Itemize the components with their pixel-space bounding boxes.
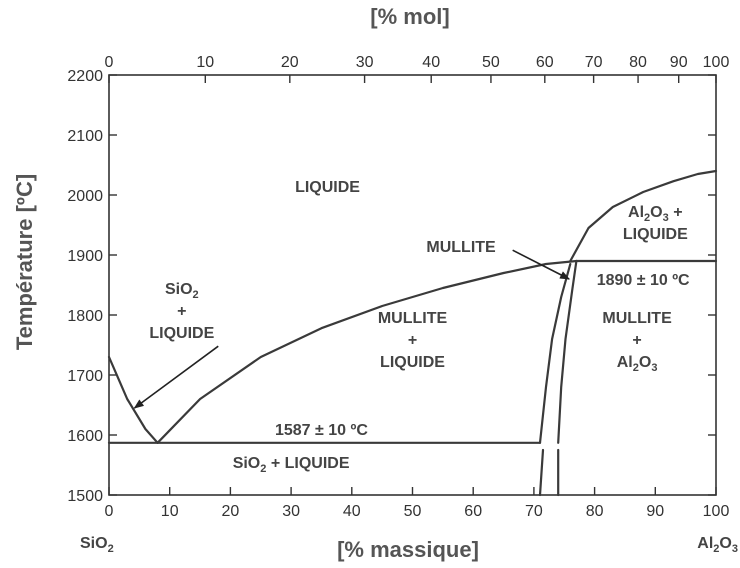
region-label-3: MULLITE + LIQUIDE [378, 310, 448, 371]
x-tick-label-0: 0 [105, 503, 114, 520]
phase-boundary-0 [107, 355, 159, 444]
region-label-7-line-0: 1587 ± 10 ºC [275, 422, 368, 439]
x-tick-label-10: 10 [161, 503, 179, 520]
x2-tick-label-10: 10 [196, 54, 214, 71]
region-label-1-line-0: SiO2 [165, 281, 199, 301]
phase-boundary-5 [538, 262, 572, 444]
region-label-6-line-0: MULLITE [602, 310, 672, 327]
x2-tick-label-30: 30 [356, 54, 374, 71]
annotation-arrow-1 [512, 249, 570, 280]
x-tick-label-20: 20 [222, 503, 240, 520]
x-tick-label-100: 100 [703, 503, 730, 520]
x-tick-label-80: 80 [586, 503, 604, 520]
phase-boundary-7 [538, 448, 545, 497]
x2-tick-label-0: 0 [105, 54, 114, 71]
y-tick-label-2100: 2100 [67, 128, 103, 145]
x2-tick-label-50: 50 [482, 54, 500, 71]
y-tick-label-2200: 2200 [67, 68, 103, 85]
y-tick-label-2000: 2000 [67, 188, 103, 205]
annotation-arrows [133, 249, 570, 409]
region-label-2-line-0: MULLITE [426, 239, 496, 256]
region-label-8-line-0: SiO2 + LIQUIDE [233, 455, 350, 475]
phase-boundary-1 [156, 259, 578, 444]
region-label-4-line-1: LIQUIDE [623, 226, 688, 243]
region-label-0: LIQUIDE [295, 179, 360, 196]
endmember-left: SiO2 [80, 535, 114, 555]
y-axis-title: Température [ºC] [12, 174, 37, 350]
x2-axis-ticks: 0 10 20 30 40 50 60 70 80 90 100 [105, 54, 730, 83]
region-label-3-line-2: LIQUIDE [380, 354, 445, 371]
y-tick-label-1500: 1500 [67, 488, 103, 505]
x2-tick-label-100: 100 [703, 54, 730, 71]
region-label-3-line-1: + [408, 332, 417, 349]
region-label-6: MULLITE + Al2O3 [602, 310, 672, 374]
x-tick-label-70: 70 [525, 503, 543, 520]
region-label-4-line-0: Al2O3 + [628, 204, 683, 224]
x2-tick-label-80: 80 [629, 54, 647, 71]
region-label-5: 1890 ± 10 ºC [597, 272, 690, 289]
region-label-2: MULLITE [426, 239, 496, 256]
region-label-1-line-2: LIQUIDE [149, 325, 214, 342]
y-tick-label-1900: 1900 [67, 248, 103, 265]
x-tick-label-30: 30 [282, 503, 300, 520]
phase-boundary-6 [557, 259, 578, 444]
region-label-0-line-0: LIQUIDE [295, 179, 360, 196]
region-label-6-line-2: Al2O3 [617, 354, 658, 374]
y-tick-label-1800: 1800 [67, 308, 103, 325]
y-tick-label-1700: 1700 [67, 368, 103, 385]
region-label-6-line-1: + [632, 332, 641, 349]
region-label-8: SiO2 + LIQUIDE [233, 455, 350, 475]
region-label-1: SiO2 + LIQUIDE [149, 281, 214, 342]
endmember-labels: SiO2 Al2O3 [80, 535, 738, 555]
x-tick-label-60: 60 [464, 503, 482, 520]
region-label-3-line-0: MULLITE [378, 310, 448, 327]
region-label-4: Al2O3 + LIQUIDE [623, 204, 688, 243]
y-axis-ticks: 1500 1600 1700 1800 1900 2000 2100 2200 [67, 68, 716, 505]
phase-boundary-2 [569, 169, 718, 263]
x2-tick-label-90: 90 [670, 54, 688, 71]
y-tick-label-1600: 1600 [67, 428, 103, 445]
x-tick-label-90: 90 [646, 503, 664, 520]
x2-axis-title: [% mol] [370, 4, 449, 29]
x-axis-title: [% massique] [337, 537, 479, 562]
x2-tick-label-70: 70 [585, 54, 603, 71]
x-tick-label-40: 40 [343, 503, 361, 520]
phase-boundaries [107, 169, 718, 497]
x2-tick-label-20: 20 [281, 54, 299, 71]
x2-tick-label-60: 60 [536, 54, 554, 71]
x-axis-ticks: 0 10 20 30 40 50 60 70 80 90 100 [105, 487, 730, 520]
endmember-right: Al2O3 [697, 535, 738, 555]
region-label-5-line-0: 1890 ± 10 ºC [597, 272, 690, 289]
region-label-1-line-1: + [177, 303, 186, 320]
x2-tick-label-40: 40 [422, 54, 440, 71]
region-labels: LIQUIDE SiO2 + LIQUIDE MULLITE MULLITE + LIQUID… [149, 179, 690, 475]
region-label-7: 1587 ± 10 ºC [275, 422, 368, 439]
x-tick-label-50: 50 [404, 503, 422, 520]
annotation-arrow-0 [133, 345, 219, 409]
